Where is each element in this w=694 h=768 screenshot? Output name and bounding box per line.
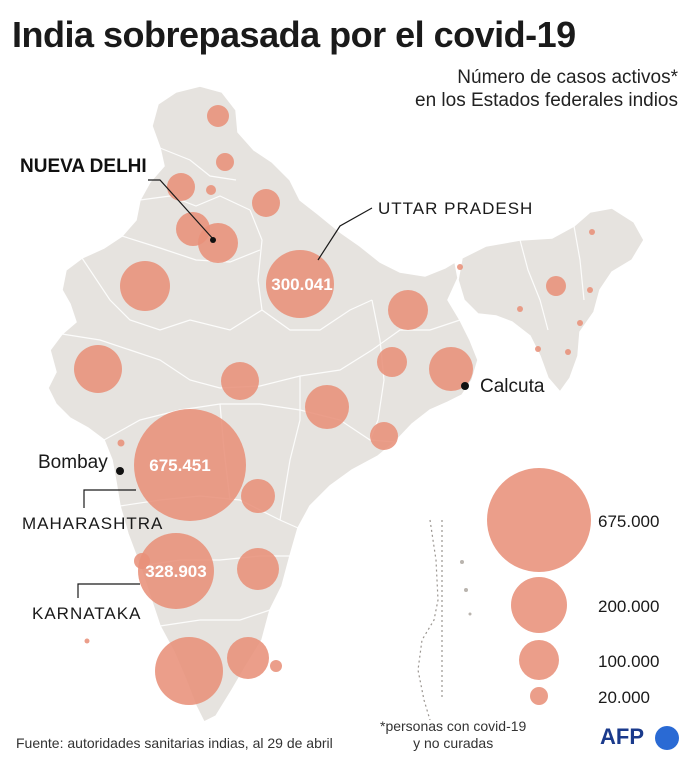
footnote-line-2: y no curadas [413, 735, 494, 751]
legend-label-100000: 100.000 [598, 652, 659, 671]
subtitle: Número de casos activos* en los Estados … [415, 66, 678, 112]
leader-lines [77, 179, 373, 598]
footnote-line-1: *personas con covid-19 [380, 718, 527, 734]
bubble-arunachal [589, 229, 595, 235]
city-dot-calcuta [461, 382, 469, 390]
bubble-gujarat [74, 345, 122, 393]
bubble-uttarakhand [252, 189, 280, 217]
bubble-dadra [117, 439, 125, 447]
value-label-uttar-pradesh: 300.041 [271, 275, 332, 294]
bubble-haryana [176, 212, 210, 246]
label-maharashtra: MAHARASHTRA [22, 514, 163, 533]
bubble-goa [134, 553, 150, 569]
label-karnataka: KARNATAKA [32, 604, 141, 623]
bubble-tripura [535, 346, 541, 352]
bubble-jammu-kashmir [207, 105, 229, 127]
state-borders [61, 147, 585, 627]
bubble-punjab [167, 173, 195, 201]
bubble-manipur [577, 320, 583, 326]
bubble-odisha [370, 422, 398, 450]
legend: 675.000 200.000 100.000 20.000 [487, 468, 659, 707]
bubble-telangana [241, 479, 275, 513]
value-label-karnataka: 328.903 [145, 562, 206, 581]
legend-bubble-20000 [530, 687, 548, 705]
afp-logo: AFP [600, 724, 644, 749]
bubble-tamil-nadu [227, 637, 269, 679]
bubble-assam [546, 276, 566, 296]
bubble-karnataka [138, 533, 214, 609]
bubble-sikkim [457, 264, 463, 270]
bubble-rajasthan [120, 261, 170, 311]
bubble-himachal [216, 153, 234, 171]
afp-logo-dot-icon [655, 726, 679, 750]
bubble-west-bengal [429, 347, 473, 391]
label-calcuta: Calcuta [480, 376, 545, 397]
city-dots [116, 237, 469, 475]
bubble-chhattisgarh [305, 385, 349, 429]
bubble-uttar-pradesh [266, 250, 334, 318]
label-uttar-pradesh: UTTAR PRADESH [378, 199, 533, 218]
source-note: Fuente: autoridades sanitarias indias, a… [16, 735, 333, 751]
bubble-chandigarh [206, 185, 216, 195]
city-dot-delhi [210, 237, 216, 243]
legend-label-20000: 20.000 [598, 688, 650, 707]
legend-bubble-200000 [511, 577, 567, 633]
legend-label-200000: 200.000 [598, 597, 659, 616]
legend-bubble-100000 [519, 640, 559, 680]
city-dot-bombay [116, 467, 124, 475]
andaman-islands [417, 519, 443, 721]
legend-bubble-675000 [487, 468, 591, 572]
value-label-maharashtra: 675.451 [149, 456, 210, 475]
bubble-kerala [155, 637, 223, 705]
india-northeast [457, 207, 645, 394]
island-dots [460, 560, 472, 616]
bubble-bihar [388, 290, 428, 330]
label-bombay: Bombay [38, 452, 108, 473]
bubble-puducherry [270, 660, 282, 672]
bubble-meghalaya [517, 306, 523, 312]
footnote: *personas con covid-19 y no curadas [380, 718, 526, 752]
subtitle-line-1: Número de casos activos* [457, 67, 678, 88]
bubble-nagaland [587, 287, 593, 293]
bubble-madhya-pradesh [221, 362, 259, 400]
subtitle-line-2: en los Estados federales indios [415, 90, 678, 111]
bubble-lakshadweep [84, 638, 90, 644]
label-nueva-delhi: NUEVA DELHI [20, 156, 147, 177]
bubble-andhra-pradesh [237, 548, 279, 590]
bubble-maharashtra [134, 409, 246, 521]
page-title: India sobrepasada por el covid-19 [12, 14, 576, 55]
bubble-jharkhand [377, 347, 407, 377]
legend-label-675000: 675.000 [598, 512, 659, 531]
bubble-mizoram [565, 349, 571, 355]
